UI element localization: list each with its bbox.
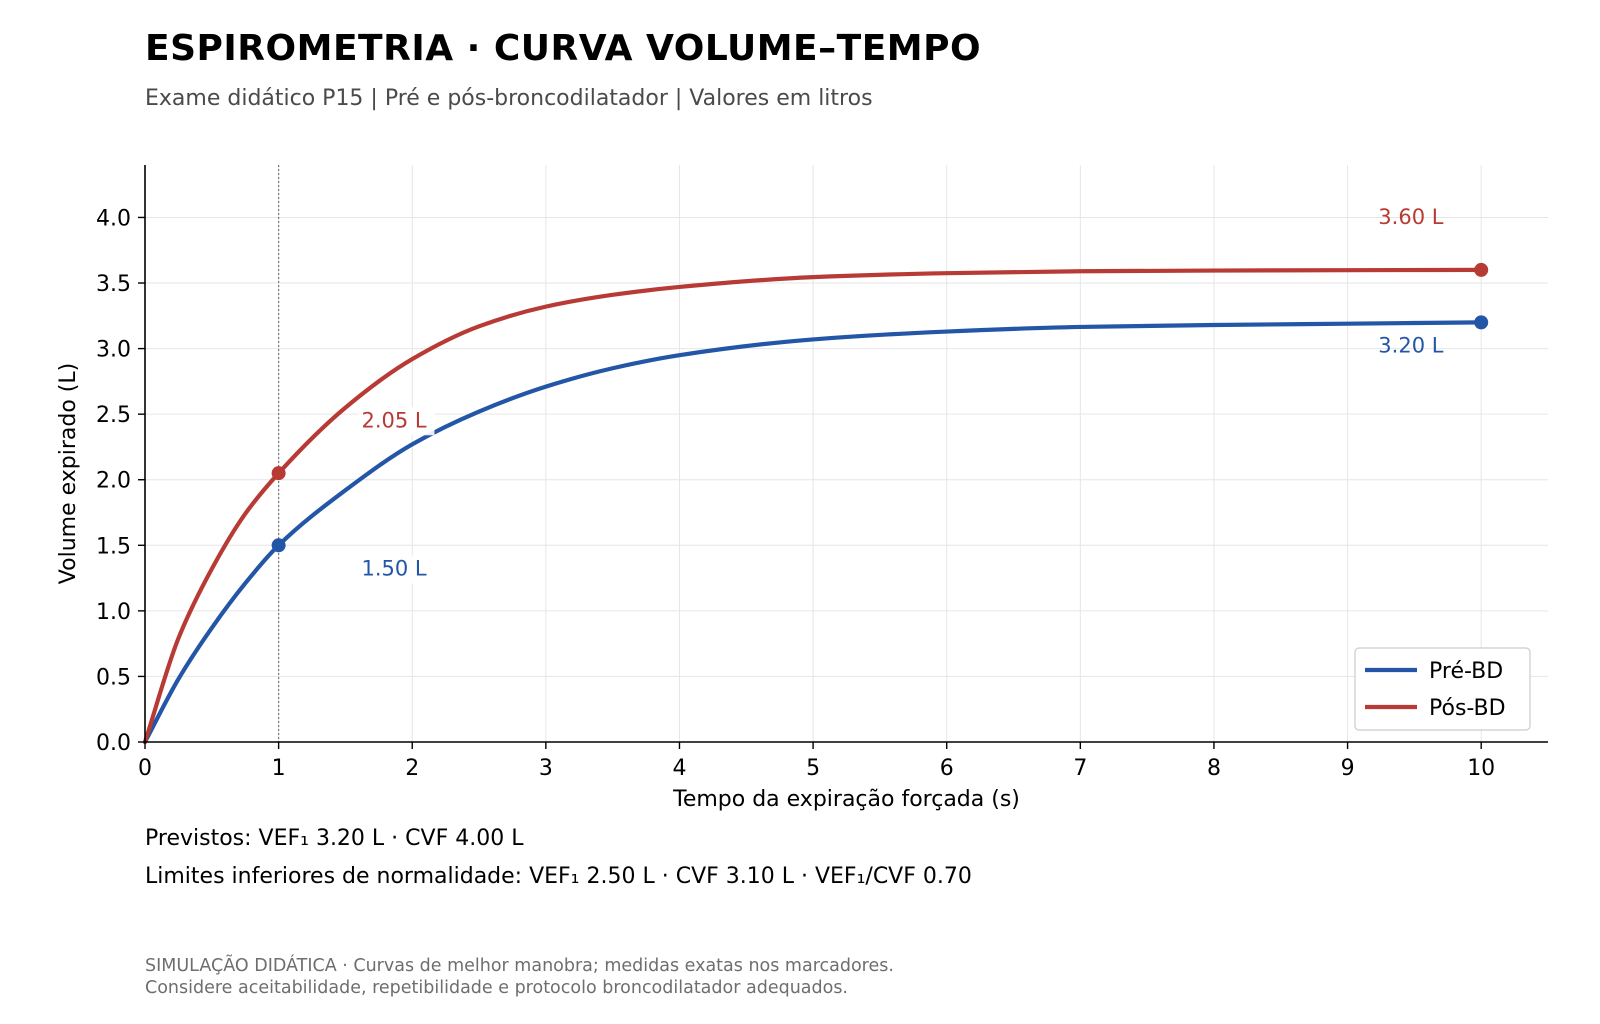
footer-disclaimer: SIMULAÇÃO DIDÁTICA · Curvas de melhor ma… xyxy=(145,956,894,976)
chart-subtitle: Exame didático P15 | Pré e pós-broncodil… xyxy=(145,86,873,111)
x-tick-label: 5 xyxy=(806,756,820,781)
tick-labels: 0 1 2 3 4 5 6 7 8 9 10 0.0 0.5 1.0 1.5 2.0 2.5 3.0 3.5 4.0 xyxy=(96,206,1495,781)
data-point-marker xyxy=(271,538,286,553)
x-tick-label: 3 xyxy=(539,756,553,781)
y-tick-label: 1.5 xyxy=(96,534,131,559)
x-tick-label: 0 xyxy=(138,756,152,781)
data-label: 2.05 L xyxy=(361,408,426,432)
x-tick-label: 4 xyxy=(672,756,686,781)
y-tick-label: 2.5 xyxy=(96,403,131,428)
series-lines xyxy=(142,267,1484,745)
x-tick-label: 10 xyxy=(1467,756,1495,781)
legend: Pré-BD Pós-BD xyxy=(1354,647,1531,731)
data-label-background xyxy=(358,407,435,436)
x-tick-label: 2 xyxy=(405,756,419,781)
x-tick-label: 7 xyxy=(1073,756,1087,781)
legend-label: Pós-BD xyxy=(1429,696,1506,721)
x-tick-label: 8 xyxy=(1207,756,1221,781)
y-tick-label: 3.0 xyxy=(96,338,131,363)
predicted-values: Previstos: VEF₁ 3.20 L · CVF 4.00 L xyxy=(145,826,524,851)
series-line-pre-bd xyxy=(142,320,1484,745)
legend-label: Pré-BD xyxy=(1429,659,1503,684)
chart-title: ESPIROMETRIA · CURVA VOLUME–TEMPO xyxy=(145,28,982,69)
footer-recommendation: Considere aceitabilidade, repetibilidade… xyxy=(145,978,848,998)
data-label: 3.60 L xyxy=(1378,205,1443,229)
data-label-background xyxy=(358,555,435,584)
lower-limits-of-normal: Limites inferiores de normalidade: VEF₁ … xyxy=(145,864,972,889)
y-tick-label: 2.0 xyxy=(96,469,131,494)
x-tick-label: 6 xyxy=(940,756,954,781)
data-point-marker xyxy=(271,466,286,481)
y-tick-label: 0.0 xyxy=(96,731,131,756)
x-axis-label: Tempo da expiração forçada (s) xyxy=(672,787,1020,812)
volume-time-chart: 1.50 L 2.05 L 3.60 L 3.20 L 0 1 2 3 4 5 6 7 8 9 10 0.0… xyxy=(56,165,1548,812)
y-tick-label: 0.5 xyxy=(96,665,131,690)
data-label: 3.20 L xyxy=(1378,334,1443,358)
axes xyxy=(144,165,1548,743)
data-point-marker xyxy=(1474,262,1489,277)
y-tick-label: 4.0 xyxy=(96,206,131,231)
series-line-pos-bd xyxy=(142,267,1484,745)
x-tick-label: 1 xyxy=(272,756,286,781)
x-tick-label: 9 xyxy=(1341,756,1355,781)
series-markers: 1.50 L 2.05 L 3.60 L 3.20 L xyxy=(271,205,1489,584)
data-point-marker xyxy=(1474,315,1489,330)
y-tick-label: 1.0 xyxy=(96,600,131,625)
data-label: 1.50 L xyxy=(361,556,426,580)
y-tick-label: 3.5 xyxy=(96,272,131,297)
grid xyxy=(144,165,1548,743)
y-axis-label: Volume expirado (L) xyxy=(56,363,81,584)
